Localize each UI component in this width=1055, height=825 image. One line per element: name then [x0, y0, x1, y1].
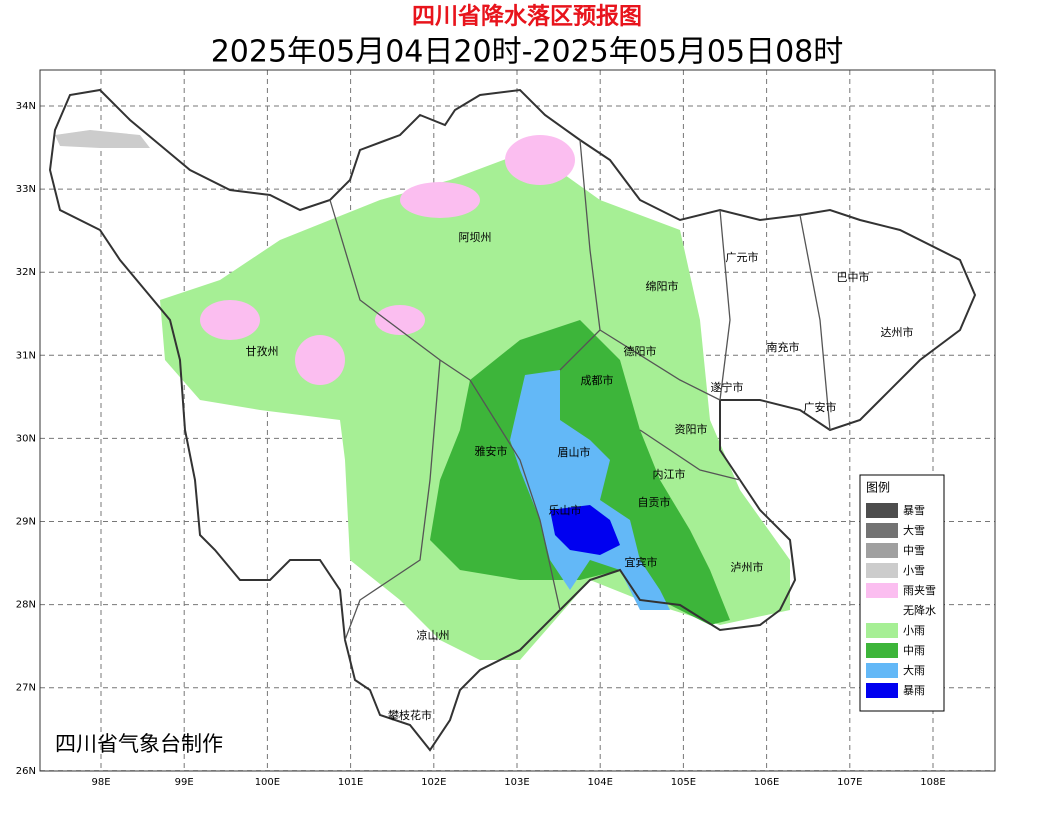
precip-areas: [55, 130, 790, 660]
sleet-area: [375, 305, 425, 335]
legend-label: 大雨: [903, 663, 925, 677]
lon-tick-label: 100E: [255, 777, 280, 788]
lon-tick-label: 108E: [920, 777, 945, 788]
lon-tick-label: 102E: [421, 777, 446, 788]
legend-label: 雨夹雪: [903, 584, 936, 597]
lat-tick-label: 32N: [16, 267, 36, 278]
sleet-area: [295, 335, 345, 385]
legend-swatch: [866, 543, 898, 558]
lat-tick-label: 27N: [16, 683, 36, 694]
legend-label: 小雪: [903, 564, 925, 577]
map-frame: [39, 69, 996, 772]
subtitle: 2025年05月04日20时-2025年05月05日08时: [211, 35, 844, 70]
city-label: 德阳市: [624, 344, 657, 358]
lon-tick-label: 101E: [338, 777, 363, 788]
lon-tick-label: 103E: [504, 777, 529, 788]
heavy-rain-area: [510, 370, 670, 610]
legend-swatch: [866, 563, 898, 578]
legend-label: 暴雪: [903, 504, 925, 517]
city-label: 宜宾市: [625, 555, 658, 569]
legend-swatch: [866, 503, 898, 518]
lon-tick-label: 106E: [754, 777, 779, 788]
lat-tick-label: 30N: [16, 433, 36, 444]
lat-tick-label: 26N: [16, 766, 36, 777]
legend-swatch: [866, 623, 898, 638]
legend-swatch: [866, 523, 898, 538]
city-label: 阿坝州: [459, 230, 492, 244]
credit: 四川省气象台制作: [55, 732, 223, 756]
city-label: 甘孜州: [246, 344, 279, 358]
lat-tick-label: 28N: [16, 600, 36, 611]
legend-title: 图例: [866, 481, 890, 495]
legend-swatch: [866, 683, 898, 698]
legend-label: 中雨: [903, 644, 925, 657]
legend-swatch: [866, 663, 898, 678]
legend-label: 无降水: [903, 603, 936, 617]
city-label: 攀枝花市: [388, 708, 432, 722]
province-outline: [48, 88, 977, 752]
lat-tick-label: 29N: [16, 517, 36, 528]
legend-swatch: [866, 603, 898, 618]
sleet-area: [200, 300, 260, 340]
lon-tick-label: 107E: [837, 777, 862, 788]
city-label: 绵阳市: [646, 279, 679, 293]
sleet-area: [505, 135, 575, 185]
lat-tick-label: 31N: [16, 350, 36, 361]
city-label: 内江市: [653, 467, 686, 481]
city-label: 巴中市: [837, 270, 870, 284]
city-label: 泸州市: [731, 560, 764, 574]
legend-label: 小雨: [903, 624, 925, 637]
sleet-area: [400, 182, 480, 218]
legend-label: 大雪: [903, 523, 925, 537]
lon-tick-label: 105E: [671, 777, 696, 788]
city-label: 乐山市: [549, 503, 582, 517]
city-label: 眉山市: [558, 445, 591, 459]
city-borders: [329, 139, 831, 641]
snow-area: [55, 130, 150, 148]
legend-swatch: [866, 643, 898, 658]
lon-tick-label: 104E: [587, 777, 612, 788]
city-label: 凉山州: [417, 628, 450, 642]
city-label: 广安市: [804, 400, 837, 414]
city-label: 广元市: [726, 250, 759, 264]
city-label: 南充市: [767, 340, 800, 354]
legend-label: 暴雨: [903, 684, 925, 697]
legend-swatch: [866, 583, 898, 598]
title: 四川省降水落区预报图: [412, 4, 642, 30]
storm-rain-area: [550, 505, 620, 555]
city-label: 遂宁市: [711, 380, 744, 394]
legend-label: 中雪: [903, 544, 925, 557]
city-label: 成都市: [581, 373, 614, 387]
city-label: 雅安市: [475, 444, 508, 458]
city-label: 达州市: [881, 325, 914, 339]
lon-tick-label: 99E: [175, 777, 194, 788]
city-label: 自贡市: [638, 495, 671, 509]
lat-tick-label: 34N: [16, 101, 36, 112]
lat-tick-label: 33N: [16, 184, 36, 195]
city-label: 资阳市: [675, 422, 708, 436]
lon-tick-label: 98E: [91, 777, 110, 788]
